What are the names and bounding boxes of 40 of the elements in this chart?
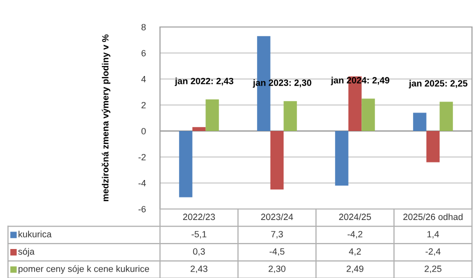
bar <box>440 102 453 131</box>
data-label: 7,3 <box>271 230 283 238</box>
data-label: -4,5 <box>270 248 284 256</box>
bar <box>413 112 426 131</box>
data-label: 2,43 <box>190 266 208 274</box>
bar <box>362 98 375 131</box>
bar <box>270 131 284 190</box>
bar <box>426 131 440 162</box>
x-tick-label: 2024/25 <box>339 213 371 220</box>
y-tick-label: 8 <box>141 24 146 30</box>
bar <box>192 127 206 131</box>
y-tick-label: -4 <box>138 180 146 186</box>
x-tick-label: 2025/26 odhad <box>403 213 463 220</box>
data-label: 4,2 <box>348 248 361 256</box>
y-tick-label: -6 <box>138 206 146 212</box>
y-tick-label: 0 <box>141 128 146 134</box>
y-tick-label: 2 <box>142 102 146 108</box>
data-label: -4,2 <box>348 230 362 238</box>
legend-label: sója <box>18 248 35 257</box>
annotation: jan 2025: 2,25 <box>408 80 468 88</box>
y-tick-label: 6 <box>142 50 146 56</box>
data-label: -2,4 <box>426 248 441 256</box>
legend-label: pomer ceny sóje k cene kukurice <box>18 265 150 274</box>
x-tick-label: 2022/23 <box>183 213 215 220</box>
annotation: jan 2022: 2,43 <box>174 78 234 86</box>
data-label: -5,1 <box>192 231 206 238</box>
legend-label: kukurica <box>18 230 52 238</box>
data-label: 2,25 <box>424 266 442 274</box>
bar <box>335 131 348 186</box>
bar <box>206 99 219 131</box>
data-label: 2,30 <box>268 266 286 274</box>
x-tick-label: 2023/24 <box>261 213 294 220</box>
y-tick-label: 4 <box>141 76 146 82</box>
data-label: 2,49 <box>346 266 364 274</box>
data-label: 1,4 <box>427 231 440 238</box>
bar <box>284 101 297 131</box>
data-label: 0,3 <box>193 248 205 256</box>
y-tick-label: -2 <box>138 154 146 160</box>
bar <box>179 131 192 198</box>
y-axis-title: medziročná zmena výmery plodiny v % <box>102 34 110 202</box>
